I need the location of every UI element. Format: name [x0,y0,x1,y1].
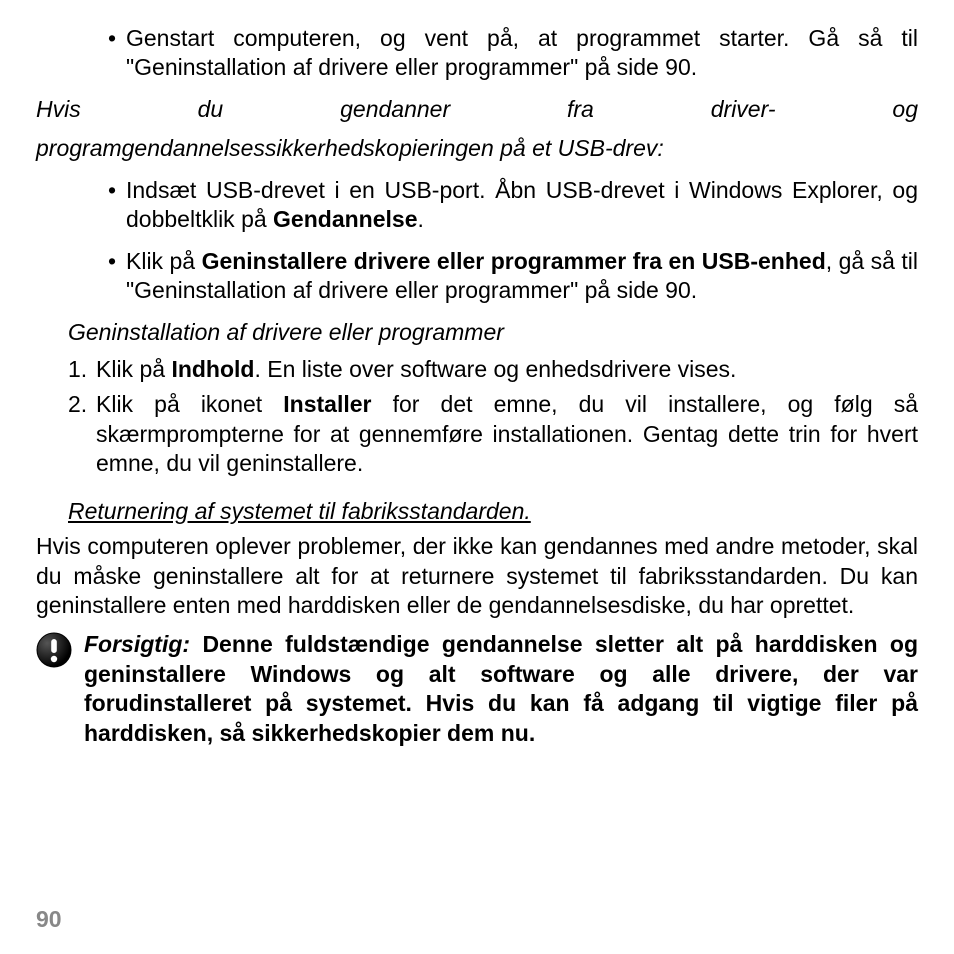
bold-run: Installer [283,391,371,417]
bullet-text: Genstart computeren, og vent på, at prog… [126,24,918,83]
text-run: . [417,206,423,232]
italic-condition-line1: Hvis du gendanner fra driver- og [36,95,918,124]
step-number: 1. [68,355,96,384]
bold-run: Geninstallere drivere eller programmer f… [202,248,826,274]
bullet-text: Klik på Geninstallere drivere eller prog… [126,247,918,306]
step-1: 1. Klik på Indhold. En liste over softwa… [68,355,918,384]
step-text: Klik på Indhold. En liste over software … [96,355,918,384]
step-number: 2. [68,390,96,478]
bullet-marker: • [98,247,126,306]
caution-text: Forsigtig: Denne fuldstændige gendannels… [84,630,918,748]
text-run: Klik på [96,356,171,382]
caution-label: Forsigtig: [84,631,190,657]
warning-icon [36,632,72,668]
bullet-marker: • [98,176,126,235]
caution-block: Forsigtig: Denne fuldstændige gendannels… [36,630,918,748]
caution-body: Denne fuldstændige gendannelse sletter a… [84,631,918,745]
bold-run: Gendannelse [273,206,417,232]
text-run: . En liste over software og enhedsdriver… [254,356,736,382]
bullet-item-restart: • Genstart computeren, og vent på, at pr… [36,24,918,83]
section-title-factory-reset: Returnering af systemet til fabriksstand… [68,497,918,526]
bullet-item-insert-usb: • Indsæt USB-drevet i en USB-port. Åbn U… [36,176,918,235]
bullet-marker: • [98,24,126,83]
step-2: 2. Klik på ikonet Installer for det emne… [68,390,918,478]
text-run: Klik på [126,248,202,274]
text-run: Klik på ikonet [96,391,283,417]
bullet-text: Indsæt USB-drevet i en USB-port. Åbn USB… [126,176,918,235]
bold-run: Indhold [171,356,254,382]
step-text: Klik på ikonet Installer for det emne, d… [96,390,918,478]
text-run: Indsæt USB-drevet i en USB-port. Åbn USB… [126,177,918,232]
bullet-item-reinstall-from-usb: • Klik på Geninstallere drivere eller pr… [36,247,918,306]
body-paragraph: Hvis computeren oplever problemer, der i… [36,532,918,620]
italic-condition-line2: programgendannelsessikkerhedskopieringen… [36,134,918,163]
numbered-list: 1. Klik på Indhold. En liste over softwa… [36,355,918,479]
subheading-reinstall: Geninstallation af drivere eller program… [68,318,918,347]
page-number: 90 [36,905,62,934]
